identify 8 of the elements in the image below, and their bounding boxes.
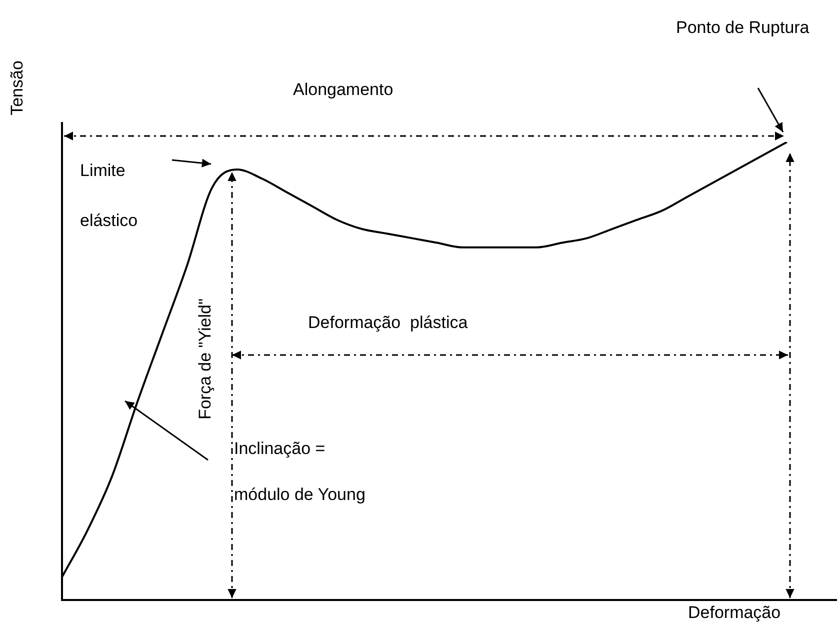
annotation: Deformação plástica (308, 313, 468, 333)
x-axis-title: Deformação (688, 603, 781, 623)
text: Inclinação = módulo de Young (234, 439, 366, 504)
y-axis-title: Tensão (7, 60, 28, 116)
text: Limite elástico (80, 161, 138, 230)
annotation: Força de "Yield" (196, 297, 216, 422)
text: Alongamento (293, 80, 394, 100)
text: Ponto de Ruptura (676, 18, 810, 38)
